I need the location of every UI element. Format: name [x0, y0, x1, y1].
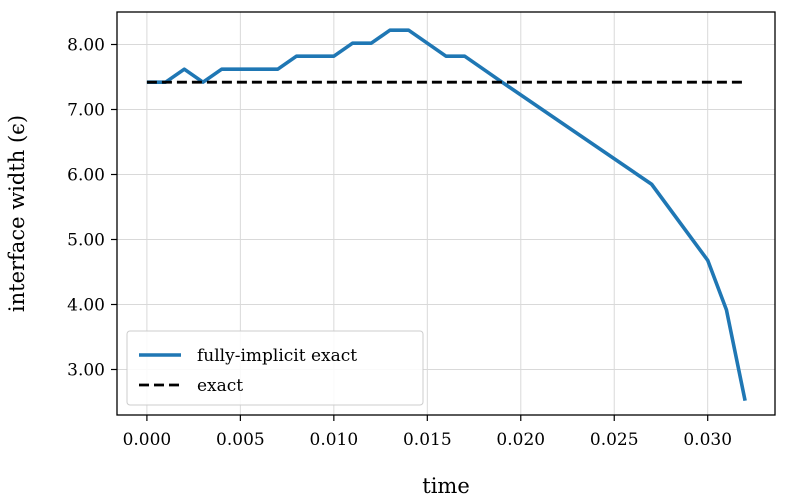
- axis-ticks: 0.000 0.005 0.010 0.015 0.020 0.025 0.030 3.00 4…: [67, 36, 732, 451]
- y-tick-label: 6.00: [67, 166, 105, 186]
- y-tick-label: 8.00: [67, 36, 105, 56]
- legend-label-exact: exact: [197, 376, 243, 396]
- series-line-fully-implicit-exact: [146, 28, 747, 402]
- x-tick-label: 0.000: [123, 430, 172, 450]
- x-tick-label: 0.005: [216, 430, 265, 450]
- series-layer: [146, 28, 747, 402]
- x-tick-label: 0.025: [590, 430, 639, 450]
- x-tick-label: 0.030: [683, 430, 732, 450]
- y-tick-label: 4.00: [67, 296, 105, 316]
- legend-label-fully-implicit-exact: fully-implicit exact: [197, 346, 357, 366]
- y-tick-label: 5.00: [67, 231, 105, 251]
- x-axis-label: time: [422, 474, 470, 498]
- y-axis-label: interface width (ϵ): [5, 115, 29, 312]
- legend: fully-implicit exact exact: [126, 330, 424, 406]
- y-tick-label: 7.00: [67, 101, 105, 121]
- y-tick-label: 3.00: [67, 361, 105, 381]
- x-tick-label: 0.015: [403, 430, 452, 450]
- legend-box: [126, 330, 424, 406]
- grid: [117, 12, 775, 415]
- x-tick-label: 0.010: [310, 430, 359, 450]
- plot-frame: [116, 11, 776, 416]
- x-tick-label: 0.020: [496, 430, 545, 450]
